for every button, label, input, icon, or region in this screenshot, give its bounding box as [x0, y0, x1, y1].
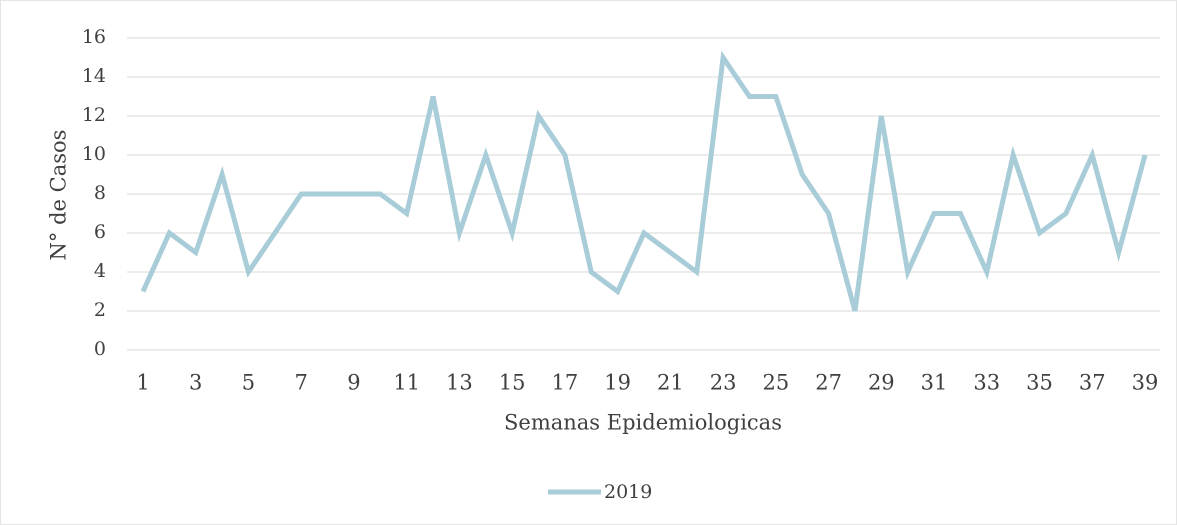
x-tick-label: 37 [1079, 371, 1106, 395]
legend-label: 2019 [604, 481, 652, 503]
x-tick-label: 31 [921, 371, 948, 395]
y-axis-label: N° de Casos [47, 130, 71, 261]
x-tick-label: 27 [815, 371, 842, 395]
y-tick-label: 10 [82, 143, 106, 165]
x-tick-label: 7 [295, 371, 308, 395]
x-tick-label: 25 [762, 371, 789, 395]
y-tick-label: 12 [82, 104, 106, 126]
x-tick-label: 35 [1026, 371, 1053, 395]
x-tick-label: 23 [710, 371, 737, 395]
x-tick-label: 39 [1132, 371, 1159, 395]
x-tick-label: 5 [242, 371, 255, 395]
x-axis-label: Semanas Epidemiologicas [504, 411, 782, 435]
x-tick-label: 29 [868, 371, 895, 395]
y-tick-label: 2 [94, 299, 106, 321]
x-tick-label: 11 [393, 371, 420, 395]
x-tick-label: 33 [973, 371, 1000, 395]
x-tick-label: 13 [446, 371, 473, 395]
y-tick-label: 8 [94, 182, 106, 204]
x-tick-label: 3 [189, 371, 202, 395]
y-tick-label: 14 [82, 65, 106, 87]
y-tick-label: 4 [94, 260, 106, 282]
y-tick-label: 6 [94, 221, 106, 243]
x-tick-label: 19 [604, 371, 631, 395]
y-tick-label: 0 [94, 338, 106, 360]
data-line [140, 50, 1148, 312]
x-tick-label: 1 [136, 371, 149, 395]
x-tick-label: 21 [657, 371, 684, 395]
y-tick-label: 16 [82, 26, 106, 48]
x-tick-label: 17 [552, 371, 579, 395]
x-tick-label: 15 [499, 371, 526, 395]
x-tick-label: 9 [347, 371, 360, 395]
